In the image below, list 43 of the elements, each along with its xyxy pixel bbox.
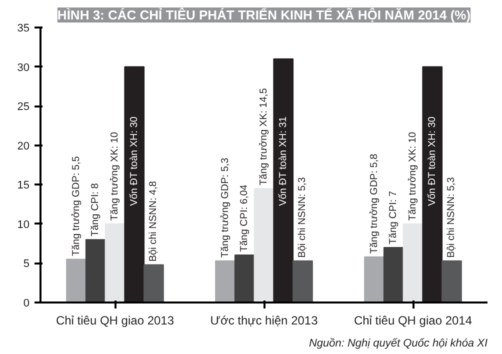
bar (234, 254, 255, 302)
bar (364, 256, 384, 302)
data-label: Vốn ĐT toàn XH: 30 (426, 116, 438, 206)
data-label: Tăng trưởng XK: 14,5 (258, 88, 270, 186)
bar (254, 188, 274, 302)
data-label: Bội chi NSNN: 4,8 (148, 180, 160, 262)
x-tick-label: Chỉ tiêu QH giao 2013 (56, 314, 174, 328)
chart-title: HÌNH 3: CÁC CHỈ TIÊU PHÁT TRIỂN KINH TẾ XÃ HỘI NĂM 2014 (%) (57, 8, 471, 22)
data-label: Tăng trưởng XK: 10 (408, 131, 418, 221)
bar (144, 264, 164, 302)
y-tick-label: 25 (17, 101, 30, 114)
y-tick-label: 20 (17, 140, 30, 152)
bar (66, 258, 86, 302)
y-tick-label: 15 (17, 180, 30, 192)
bar (85, 239, 106, 302)
x-tick-label: Chỉ tiêu QH giao 2014 (354, 314, 472, 328)
bar (402, 223, 424, 302)
bar (104, 223, 126, 302)
bar (215, 260, 236, 302)
x-tick-label: Ước thực hiện 2013 (210, 314, 318, 328)
bar (383, 247, 404, 302)
data-label: Tăng CPI: 7 (388, 190, 400, 244)
data-label: Tăng trưởng GDP: 5,8 (368, 153, 380, 254)
bar (124, 66, 145, 302)
bar (292, 260, 313, 302)
bar (442, 260, 462, 302)
data-label: Tăng trưởng XK: 10 (110, 131, 120, 221)
data-label: Tăng trưởng GDP: 5,3 (220, 157, 231, 258)
data-label: Bội chi NSNN: 5,3 (446, 176, 458, 258)
data-label: Vốn ĐT toàn XH: 31 (278, 116, 289, 206)
bar (422, 66, 443, 302)
bar (273, 58, 294, 302)
data-label: Tăng CPI: 6,04 (239, 184, 250, 252)
y-tick-label: 35 (17, 22, 30, 34)
text: Nguồn: Nghị quyết Quốc hội khóa XI (308, 338, 488, 350)
data-label: Tăng trưởng GDP: 5,5 (70, 156, 82, 256)
y-tick-label: 0 (23, 298, 30, 310)
y-tick-label: 10 (17, 218, 30, 231)
data-label: Bội chi NSNN: 5,3 (297, 176, 308, 258)
y-tick-label: 30 (17, 62, 30, 74)
y-tick-label: 5 (23, 258, 30, 270)
data-label: Tăng CPI: 8 (90, 182, 102, 236)
data-label: Vốn ĐT toàn XH: 30 (128, 116, 140, 206)
